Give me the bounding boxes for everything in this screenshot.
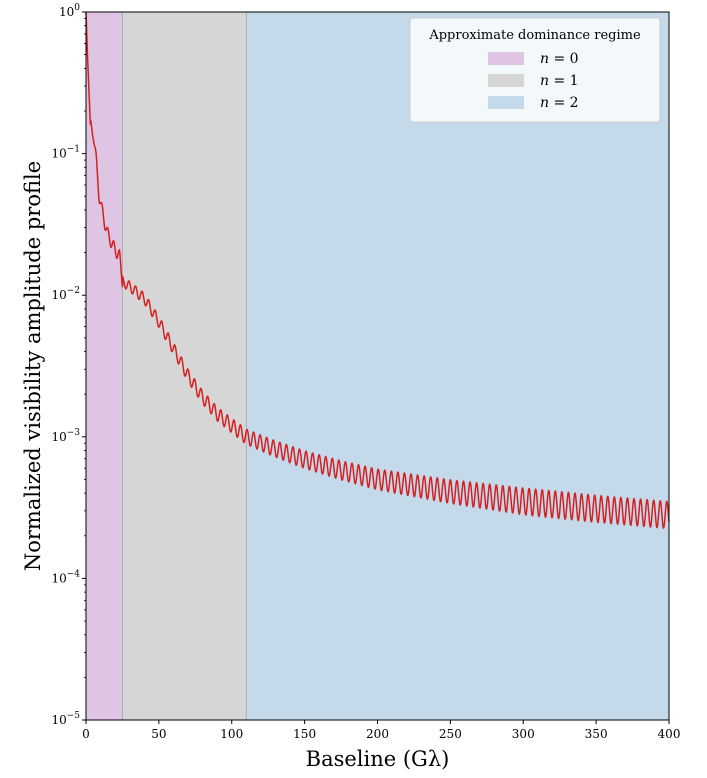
y-tick-label-0: 10−5 <box>51 711 80 727</box>
region-boundaries <box>121 12 247 720</box>
series-line-0 <box>85 11 670 529</box>
x-tick-label-2: 100 <box>220 727 243 741</box>
y-tick-label-4: 10−1 <box>51 145 80 161</box>
y-tick-label-5: 100 <box>59 3 80 19</box>
legend-label-2: n = 2 <box>540 95 579 111</box>
legend-box <box>409 17 661 123</box>
y-axis-ticks: 10−5 10−4 10−3 10−2 10−1 100 <box>51 3 86 727</box>
x-tick-label-0: 0 <box>82 727 90 741</box>
x-tick-label-4: 200 <box>366 727 389 741</box>
legend-label-0: n = 0 <box>540 51 579 67</box>
region-band-1 <box>122 12 247 720</box>
x-tick-label-8: 400 <box>658 727 681 741</box>
x-tick-label-6: 300 <box>512 727 535 741</box>
region-band-0 <box>86 12 123 720</box>
x-tick-label-7: 350 <box>585 727 608 741</box>
region-band-2 <box>246 12 669 720</box>
legend-label-1: n = 1 <box>540 73 579 89</box>
legend: Approximate dominance regime n = 0 n = 1 n… <box>409 17 661 123</box>
regions-layer <box>86 12 669 720</box>
legend-swatch-1 <box>488 74 524 87</box>
x-tick-label-1: 50 <box>151 727 166 741</box>
x-tick-label-3: 150 <box>293 727 316 741</box>
legend-swatch-0 <box>488 52 524 65</box>
y-tick-label-1: 10−4 <box>51 569 80 585</box>
y-tick-label-3: 10−2 <box>51 286 80 302</box>
legend-swatch-2 <box>488 96 524 109</box>
series-layer <box>85 11 670 529</box>
x-axis-label: Baseline (Gλ) <box>306 747 450 771</box>
x-tick-label-5: 250 <box>439 727 462 741</box>
y-tick-label-2: 10−3 <box>51 428 80 444</box>
x-axis-ticks: 0 50 100 150 200 250 300 350 400 <box>82 720 680 741</box>
y-axis-label: Normalized visibility amplitude profile <box>21 161 45 571</box>
legend-title: Approximate dominance regime <box>428 28 641 43</box>
